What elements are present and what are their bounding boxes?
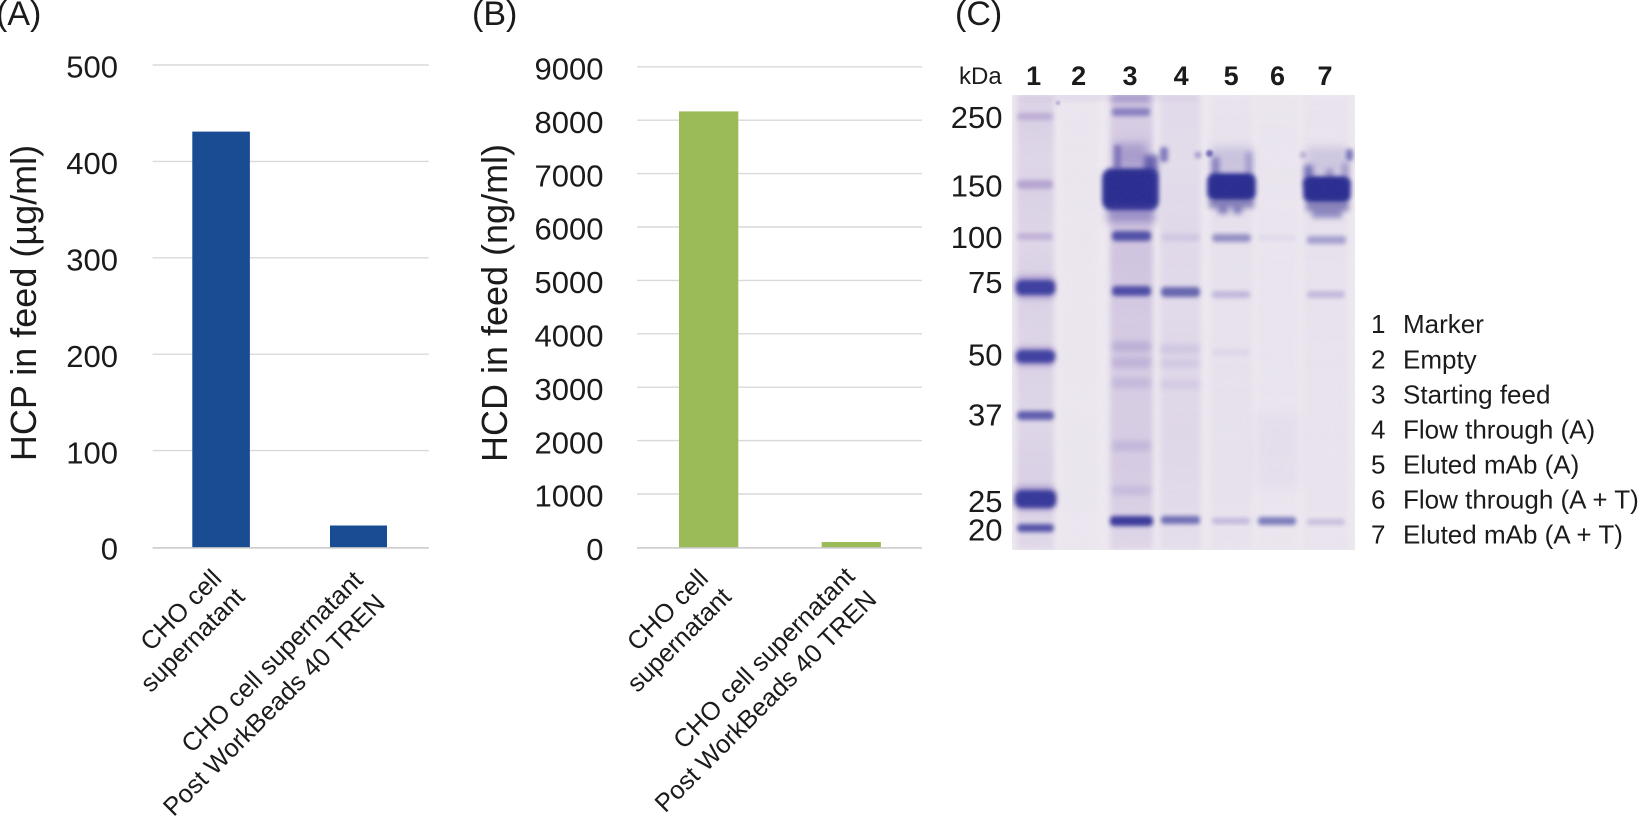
svg-text:400: 400 xyxy=(66,146,118,181)
svg-text:3: 3 xyxy=(1371,379,1385,409)
svg-text:100: 100 xyxy=(951,220,1003,255)
svg-text:250: 250 xyxy=(951,100,1003,135)
svg-text:7000: 7000 xyxy=(535,158,604,193)
svg-text:HCD in feed (ng/ml): HCD in feed (ng/ml) xyxy=(474,144,515,462)
svg-text:500: 500 xyxy=(66,50,118,85)
svg-text:1: 1 xyxy=(1371,309,1385,339)
svg-text:kDa: kDa xyxy=(959,63,1002,90)
svg-text:4: 4 xyxy=(1174,61,1189,91)
svg-text:25: 25 xyxy=(968,484,1002,519)
svg-text:5: 5 xyxy=(1224,61,1239,91)
svg-text:6: 6 xyxy=(1371,485,1385,515)
svg-text:Marker: Marker xyxy=(1403,309,1484,339)
svg-text:75: 75 xyxy=(968,265,1002,300)
svg-text:HCP in feed (µg/ml): HCP in feed (µg/ml) xyxy=(3,145,44,461)
svg-text:Eluted mAb (A + T): Eluted mAb (A + T) xyxy=(1403,520,1623,550)
svg-text:3000: 3000 xyxy=(535,372,604,407)
svg-text:6000: 6000 xyxy=(535,212,604,247)
svg-text:0: 0 xyxy=(586,532,603,567)
svg-text:100: 100 xyxy=(66,435,118,470)
svg-text:9000: 9000 xyxy=(535,52,604,87)
svg-text:3: 3 xyxy=(1122,61,1137,91)
svg-text:20: 20 xyxy=(968,513,1002,548)
svg-text:300: 300 xyxy=(66,243,118,278)
svg-text:2: 2 xyxy=(1071,61,1086,91)
svg-text:Flow through (A): Flow through (A) xyxy=(1403,414,1595,444)
svg-text:5: 5 xyxy=(1371,450,1385,480)
svg-text:Empty: Empty xyxy=(1403,344,1477,374)
svg-text:1000: 1000 xyxy=(535,479,604,514)
svg-text:2000: 2000 xyxy=(535,425,604,460)
svg-text:(C): (C) xyxy=(955,0,1002,33)
svg-text:Flow through (A + T): Flow through (A + T) xyxy=(1403,485,1639,515)
svg-text:37: 37 xyxy=(968,398,1002,433)
svg-text:8000: 8000 xyxy=(535,105,604,140)
svg-text:4: 4 xyxy=(1371,414,1385,444)
svg-text:6: 6 xyxy=(1270,61,1285,91)
svg-text:150: 150 xyxy=(951,169,1003,204)
svg-text:Starting feed: Starting feed xyxy=(1403,379,1550,409)
svg-text:(A): (A) xyxy=(0,0,41,33)
svg-text:1: 1 xyxy=(1026,61,1041,91)
svg-text:Eluted mAb (A): Eluted mAb (A) xyxy=(1403,450,1579,480)
svg-text:7: 7 xyxy=(1317,61,1332,91)
svg-text:2: 2 xyxy=(1371,344,1385,374)
svg-text:0: 0 xyxy=(101,532,118,567)
svg-text:(B): (B) xyxy=(472,0,517,33)
svg-text:7: 7 xyxy=(1371,520,1385,550)
svg-text:4000: 4000 xyxy=(535,319,604,354)
svg-text:200: 200 xyxy=(66,339,118,374)
svg-text:50: 50 xyxy=(968,338,1002,373)
svg-text:5000: 5000 xyxy=(535,265,604,300)
